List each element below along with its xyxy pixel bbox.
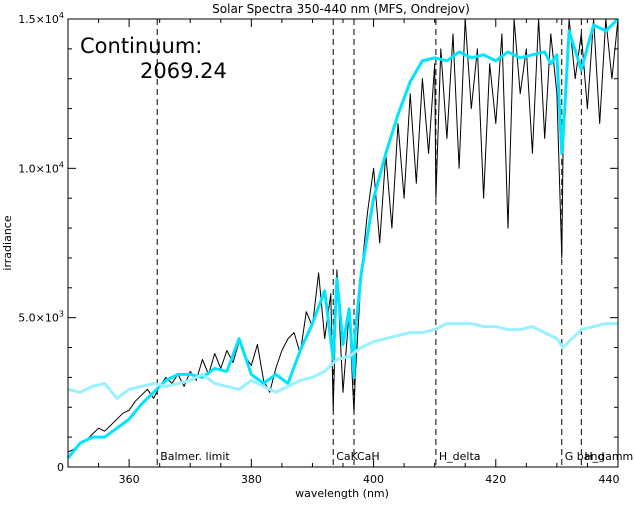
marker-label-5: H_gamma bbox=[584, 450, 634, 463]
x-axis-label: wavelength (nm) bbox=[295, 487, 389, 500]
y-axis-label: irradiance bbox=[1, 215, 14, 270]
x-tick-label-1: 380 bbox=[241, 473, 262, 486]
marker-label-2: CaH bbox=[357, 450, 380, 463]
data-series bbox=[66, 17, 620, 459]
marker-label-1: CaK bbox=[336, 450, 358, 463]
x-tick-label-0: 360 bbox=[119, 473, 140, 486]
x-tick-label-4: 440 bbox=[599, 473, 620, 486]
x-tick-label-3: 420 bbox=[485, 473, 506, 486]
x-tick-label-2: 400 bbox=[363, 473, 384, 486]
series-line-2 bbox=[67, 322, 618, 400]
continuum-label: Continuum: bbox=[80, 34, 202, 58]
y-tick-label-3: 1.5×104 bbox=[18, 11, 64, 26]
marker-label-4: G band bbox=[565, 450, 605, 463]
y-tick-label-1: 5.0×103 bbox=[18, 310, 64, 325]
axis-ticks: 360 380 400 420 440 0 5.0×103 1.0×104 1.5×104 bbox=[18, 11, 619, 486]
series-line-0 bbox=[67, 18, 619, 453]
marker-label-0: Balmer. limit bbox=[160, 450, 230, 463]
chart-title: Solar Spectra 350-440 nm (MFS, Ondrejov) bbox=[212, 2, 470, 16]
continuum-value: 2069.24 bbox=[140, 59, 227, 83]
marker-label-3: H_delta bbox=[439, 450, 481, 463]
y-tick-label-0: 0 bbox=[57, 461, 64, 474]
plot-frame bbox=[67, 18, 619, 468]
series-line-1 bbox=[66, 17, 620, 459]
y-tick-label-2: 1.0×104 bbox=[18, 160, 64, 175]
